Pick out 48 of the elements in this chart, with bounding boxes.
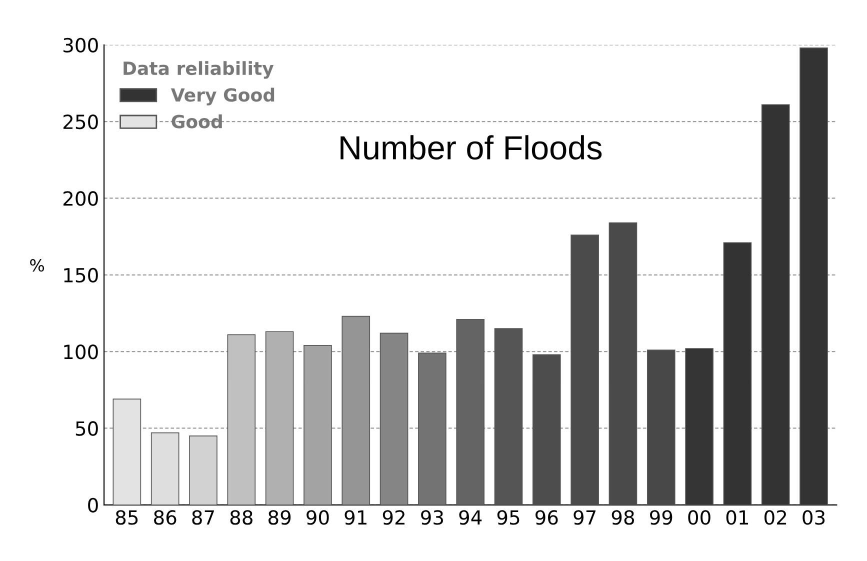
x-tick-label: 91 — [344, 510, 366, 525]
y-tick-label: 100 — [64, 344, 98, 360]
bar — [265, 331, 294, 505]
x-tick-label: 89 — [268, 510, 291, 525]
bar — [418, 352, 446, 505]
bar — [723, 242, 752, 505]
bar — [456, 318, 485, 505]
x-tick-label: 01 — [726, 510, 748, 525]
y-tick-label: 0 — [88, 498, 98, 513]
bar — [608, 222, 638, 505]
y-tick-label: 50 — [76, 421, 98, 436]
bar — [112, 398, 142, 505]
x-tick-label: 87 — [192, 510, 214, 525]
bar — [570, 234, 599, 505]
bar — [761, 104, 790, 505]
y-tick-label: 250 — [63, 114, 98, 130]
bar — [227, 334, 256, 505]
x-tick-label: 88 — [230, 510, 252, 525]
x-tick-label: 95 — [497, 510, 520, 525]
x-tick-label: 97 — [574, 510, 596, 525]
x-tick-label: 00 — [688, 510, 710, 525]
x-tick-label: 96 — [536, 510, 558, 525]
x-tick-label: 94 — [459, 510, 482, 525]
x-tick-label: 98 — [612, 510, 634, 525]
x-tick-label: 03 — [802, 510, 825, 525]
text: Number of Floods — [340, 135, 602, 160]
x-tick-label: 90 — [306, 510, 329, 525]
x-tick-label: 99 — [650, 510, 672, 525]
x-tick-label: 86 — [154, 510, 176, 525]
legend-label: Good — [172, 114, 222, 128]
bar — [494, 328, 523, 505]
bar — [685, 348, 714, 505]
x-tick-label: 92 — [382, 510, 404, 525]
legend-label: Very Good — [170, 88, 274, 106]
bar — [189, 435, 218, 505]
y-tick-label: 300 — [64, 38, 98, 53]
y-axis-title: % — [30, 259, 44, 272]
bar — [646, 350, 676, 505]
bar — [380, 332, 408, 505]
x-tick-label: 85 — [116, 510, 138, 525]
bar — [150, 432, 180, 505]
legend-title: Data reliability — [124, 61, 274, 79]
bar — [800, 48, 828, 505]
bar — [532, 354, 561, 505]
y-tick-label: 150 — [64, 268, 98, 283]
y-tick-label: 200 — [63, 191, 98, 206]
x-tick-label: 02 — [764, 510, 786, 525]
x-tick-label: 93 — [421, 510, 444, 525]
